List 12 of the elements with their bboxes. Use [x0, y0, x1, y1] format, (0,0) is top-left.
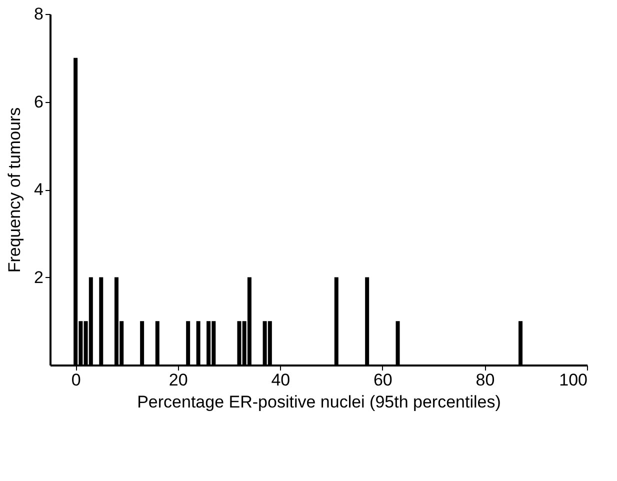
- y-axis-title: Frequency of tumours: [5, 107, 24, 273]
- y-tick-label: 6: [34, 92, 44, 112]
- x-tick-label: 60: [373, 370, 392, 390]
- y-tick-label: 8: [34, 4, 44, 24]
- x-axis-title: Percentage ER-positive nuclei (95th percentiles): [137, 392, 501, 412]
- x-tick-label: 100: [559, 370, 588, 390]
- x-tick-label: 20: [168, 370, 188, 390]
- x-tick-label: 80: [476, 370, 495, 390]
- y-tick-label: 2: [34, 268, 44, 287]
- y-tick-label: 4: [34, 180, 44, 199]
- x-tick-label: 0: [71, 370, 81, 390]
- x-tick-label: 40: [271, 370, 290, 390]
